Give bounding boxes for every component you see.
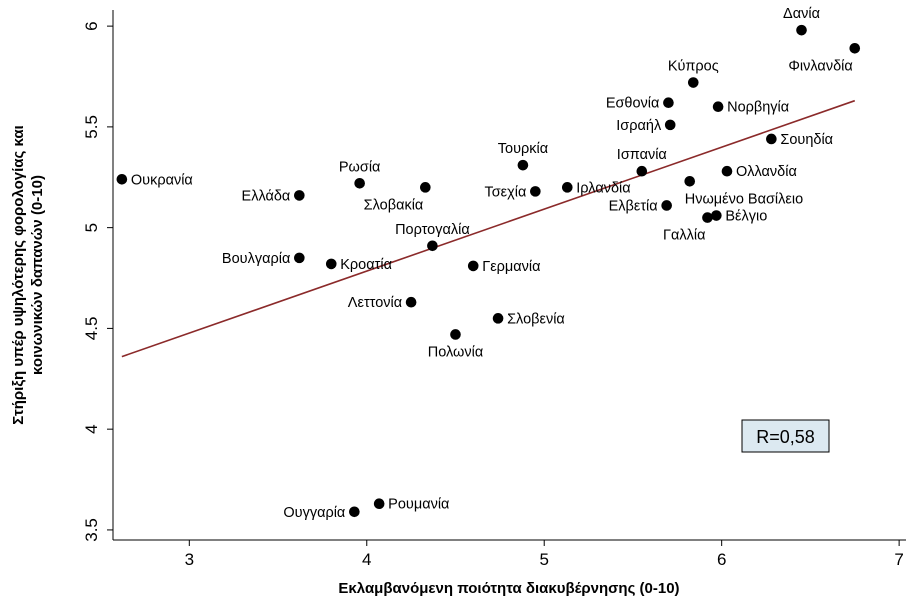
point-label: Σλοβενία [507,311,565,327]
point-label: Κύπρος [668,59,719,75]
y-axis-title-line: κοινωνικών δαπανών (0-10) [29,175,46,375]
correlation-label: R=0,58 [756,427,815,447]
point-label: Σλοβακία [364,197,424,213]
data-point [450,329,461,340]
data-point [427,240,438,252]
data-point [116,173,128,185]
point-label: Ολλανδία [736,164,797,180]
point-label: Ηνωμένο Βασίλειο [685,191,803,207]
point-label: Εσθονία [606,96,660,112]
point-label: Ουγγαρία [283,505,345,521]
data-point [354,178,365,189]
data-point [492,313,504,324]
y-axis-title-line: Στήριξη υπέρ υψηλότερης φορολογίας και [10,125,27,424]
data-point [702,212,713,223]
data-point [517,159,529,171]
correlation-box-frame [741,419,830,453]
point-label: Ισπανία [617,147,667,163]
data-points [116,24,861,518]
point-label: Κροατία [340,257,392,273]
data-point [467,260,479,272]
point-label: Ελβετία [609,198,658,214]
point-label: Πολωνία [428,344,483,360]
data-point [325,258,337,270]
y-axis-title: Στήριξη υπέρ υψηλότερης φορολογίας και κο… [10,125,46,424]
point-label: Ελλάδα [242,188,291,204]
point-label: Νορβηγία [727,100,789,116]
data-point [711,210,722,221]
data-point [530,186,541,197]
point-label: Ουκρανία [131,172,193,188]
point-label: Γαλλία [663,228,705,244]
data-point [294,252,305,264]
x-axis-title: Εκλαμβανόμενη ποιότητα διακυβέρνησης (0-… [338,580,679,597]
point-label: Λεττονία [348,295,402,311]
point-label: Ρωσία [339,159,381,175]
point-label: Γερμανία [482,259,540,275]
point-label: Ρουμανία [388,497,449,513]
data-point [664,119,676,131]
point-label: Ιρλανδία [576,180,630,196]
data-point [712,101,724,113]
point-label: Τουρκία [498,141,548,157]
data-point [684,175,696,187]
point-labels: Δανία Φινλανδία Κύπρος Εσθονία Νορβηγία Ισραή… [131,6,853,521]
point-label: Δανία [783,6,820,22]
point-label: Τσεχία [484,184,526,200]
data-point [796,24,807,36]
x-tick-label: 5 [539,550,548,569]
y-tick-label: 3.5 [82,518,101,542]
point-label: Βέλγιο [725,209,767,225]
data-point [721,165,733,177]
x-tick-label: 7 [894,550,903,569]
data-point [663,97,674,108]
x-tick-label: 3 [185,550,194,569]
data-point [687,77,699,88]
point-label: Φινλανδία [788,58,852,74]
y-tick-label: 4.5 [82,317,101,341]
point-label: Σουηδία [780,132,833,148]
correlation-box: R=0,58 [741,419,830,453]
point-label: Ισραήλ [616,118,662,134]
data-point [849,42,861,54]
data-point [405,296,417,308]
point-label: Πορτογαλία [395,222,470,238]
data-point [373,498,385,510]
data-point [420,182,431,193]
x-tick-label: 6 [717,550,726,569]
axes [107,10,906,546]
data-point [766,133,777,145]
y-tick-label: 4 [82,424,101,433]
data-point [636,165,648,177]
data-point [349,506,360,518]
x-tick-label: 4 [362,550,371,569]
data-point [661,200,672,211]
data-point [561,182,573,193]
y-tick-label: 5 [82,223,101,232]
data-point [294,190,305,201]
y-tick-label: 6 [82,21,101,30]
y-tick-label: 5.5 [82,115,101,139]
trend-line [121,99,856,358]
tick-labels: 3 4 5 6 7 3.5 4 4.5 5 5.5 6 [82,21,904,569]
point-label: Βουλγαρία [222,251,290,267]
